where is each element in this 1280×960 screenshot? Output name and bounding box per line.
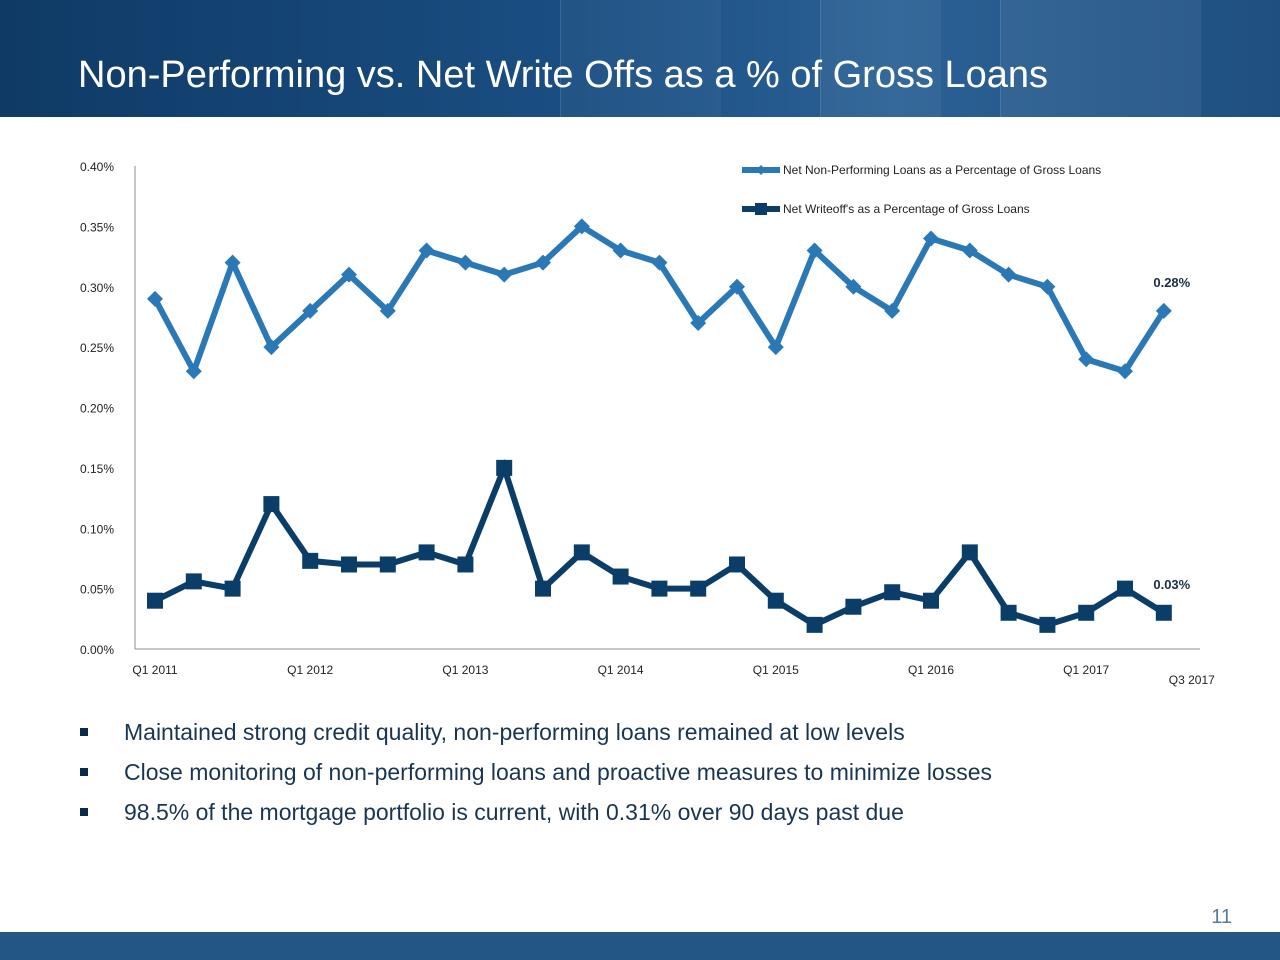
footer-bar: [0, 932, 1280, 960]
data-point-writeoff: [457, 556, 474, 573]
bullet-square-icon: [80, 768, 88, 776]
bullet-item: 98.5% of the mortgage portfolio is curre…: [78, 792, 992, 832]
data-point-nonperforming: [767, 339, 784, 356]
bullet-list: Maintained strong credit quality, non-pe…: [78, 712, 992, 832]
data-point-nonperforming: [535, 254, 551, 271]
data-label-end: 0.03%: [1153, 577, 1190, 592]
data-point-nonperforming: [612, 242, 629, 259]
data-point-nonperforming: [961, 242, 978, 259]
data-point-writeoff: [806, 616, 823, 633]
data-point-nonperforming: [690, 314, 707, 331]
y-tick-label: 0.25%: [80, 341, 114, 355]
data-point-nonperforming: [147, 290, 163, 307]
data-point-writeoff: [845, 598, 862, 615]
data-point-writeoff: [729, 556, 745, 573]
data-point-writeoff: [1039, 616, 1056, 633]
bullet-square-icon: [80, 728, 88, 736]
data-point-nonperforming: [496, 266, 513, 283]
legend-label: Net Writeoff's as a Percentage of Gross …: [783, 202, 1030, 216]
data-point-writeoff: [690, 580, 707, 597]
data-point-writeoff: [418, 544, 435, 561]
x-tick-label: Q1 2013: [442, 663, 488, 677]
data-point-writeoff: [1078, 604, 1095, 621]
y-tick-label: 0.30%: [80, 281, 114, 295]
page-title: Non-Performing vs. Net Write Offs as a %…: [78, 54, 1049, 96]
x-tick-label: Q3 2017: [1169, 673, 1215, 687]
data-point-writeoff: [379, 556, 396, 573]
x-tick-label: Q1 2015: [753, 663, 799, 677]
data-point-writeoff: [147, 592, 163, 609]
bullet-item: Maintained strong credit quality, non-pe…: [78, 712, 992, 752]
data-point-writeoff: [185, 573, 202, 590]
data-point-nonperforming: [806, 242, 823, 259]
legend-marker-square: [755, 203, 767, 215]
series-line-1: [152, 222, 1167, 379]
data-point-nonperforming: [1039, 278, 1056, 295]
data-point-writeoff: [651, 580, 668, 597]
x-tick-label: Q1 2011: [132, 663, 177, 677]
series-line-2: [153, 459, 1166, 629]
bullet-square-icon: [80, 808, 88, 816]
line-chart: 0.00% 0.05% 0.10% 0.15% 0.20% 0.25% 0.30% 0.35%…: [80, 160, 1215, 687]
data-point-writeoff: [496, 459, 513, 476]
data-point-nonperforming: [651, 254, 668, 271]
data-point-nonperforming: [1117, 363, 1133, 380]
data-point-nonperforming: [302, 302, 319, 319]
y-tick-label: 0.20%: [80, 402, 114, 416]
data-point-nonperforming: [1000, 266, 1017, 283]
data-point-nonperforming: [884, 302, 901, 319]
data-point-writeoff: [767, 592, 784, 609]
data-point-writeoff: [263, 496, 280, 513]
y-tick-label: 0.05%: [80, 583, 114, 597]
data-point-writeoff: [573, 544, 590, 561]
data-point-nonperforming: [418, 242, 435, 259]
data-point-writeoff: [961, 544, 978, 561]
data-point-writeoff: [923, 592, 939, 609]
bullet-text: Close monitoring of non-performing loans…: [124, 759, 993, 785]
data-point-nonperforming: [379, 302, 396, 319]
data-point-writeoff: [535, 580, 551, 597]
x-tick-label: Q1 2012: [287, 663, 333, 677]
data-point-nonperforming: [1155, 302, 1172, 319]
data-point-writeoff: [1155, 604, 1172, 621]
data-point-nonperforming: [923, 230, 939, 247]
y-tick-label: 0.15%: [80, 462, 114, 476]
header-banner: Non-Performing vs. Net Write Offs as a %…: [0, 0, 1280, 117]
page-number: 11: [1211, 906, 1232, 928]
y-tick-label: 0.35%: [80, 220, 114, 234]
x-tick-label: Q1 2014: [598, 663, 644, 677]
data-point-writeoff: [224, 580, 241, 597]
legend-marker-diamond: [756, 165, 766, 175]
data-point-writeoff: [341, 556, 357, 573]
x-tick-label: Q1 2017: [1063, 663, 1109, 677]
data-point-writeoff: [1000, 604, 1017, 621]
y-tick-label: 0.40%: [80, 160, 114, 174]
bullet-item: Close monitoring of non-performing loans…: [78, 752, 992, 792]
y-tick-label: 0.10%: [80, 522, 114, 536]
data-point-nonperforming: [263, 339, 280, 356]
data-label-end: 0.28%: [1153, 275, 1190, 290]
data-point-writeoff: [1117, 580, 1133, 597]
y-tick-label: 0.00%: [80, 643, 114, 657]
bullet-text: Maintained strong credit quality, non-pe…: [124, 719, 905, 745]
data-point-nonperforming: [341, 266, 357, 283]
bullet-text: 98.5% of the mortgage portfolio is curre…: [124, 799, 904, 825]
data-point-writeoff: [302, 552, 319, 569]
data-point-writeoff: [884, 584, 901, 601]
x-tick-label: Q1 2016: [908, 663, 954, 677]
data-point-nonperforming: [573, 218, 590, 235]
data-point-nonperforming: [185, 363, 202, 380]
data-point-nonperforming: [1078, 351, 1095, 368]
data-point-nonperforming: [457, 254, 474, 271]
data-point-nonperforming: [729, 278, 745, 295]
data-point-writeoff: [612, 568, 629, 585]
data-point-nonperforming: [224, 254, 241, 271]
legend-label: Net Non-Performing Loans as a Percentage…: [783, 163, 1101, 177]
data-point-nonperforming: [845, 278, 862, 295]
